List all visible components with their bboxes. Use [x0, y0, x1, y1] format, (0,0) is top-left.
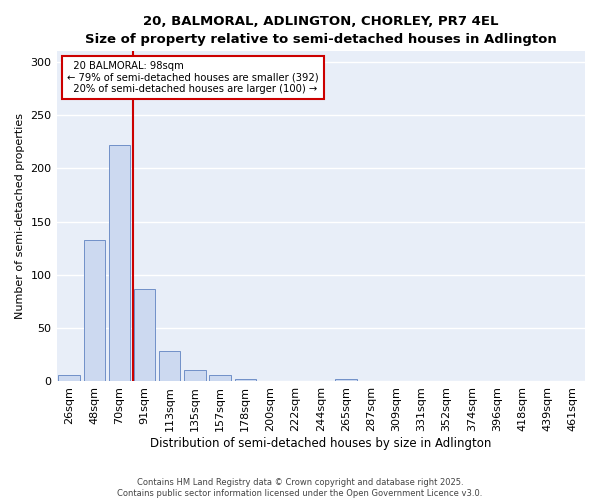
Bar — [209, 375, 231, 382]
Bar — [159, 350, 181, 382]
Bar — [58, 375, 80, 382]
Bar — [235, 380, 256, 382]
Text: 20 BALMORAL: 98sqm
← 79% of semi-detached houses are smaller (392)
  20% of semi: 20 BALMORAL: 98sqm ← 79% of semi-detache… — [67, 61, 319, 94]
Bar — [184, 370, 206, 382]
Bar — [134, 289, 155, 382]
Text: Contains HM Land Registry data © Crown copyright and database right 2025.
Contai: Contains HM Land Registry data © Crown c… — [118, 478, 482, 498]
Bar — [83, 240, 105, 382]
Bar — [109, 145, 130, 382]
X-axis label: Distribution of semi-detached houses by size in Adlington: Distribution of semi-detached houses by … — [150, 437, 491, 450]
Bar — [335, 380, 356, 382]
Title: 20, BALMORAL, ADLINGTON, CHORLEY, PR7 4EL
Size of property relative to semi-deta: 20, BALMORAL, ADLINGTON, CHORLEY, PR7 4E… — [85, 15, 557, 46]
Y-axis label: Number of semi-detached properties: Number of semi-detached properties — [15, 114, 25, 320]
